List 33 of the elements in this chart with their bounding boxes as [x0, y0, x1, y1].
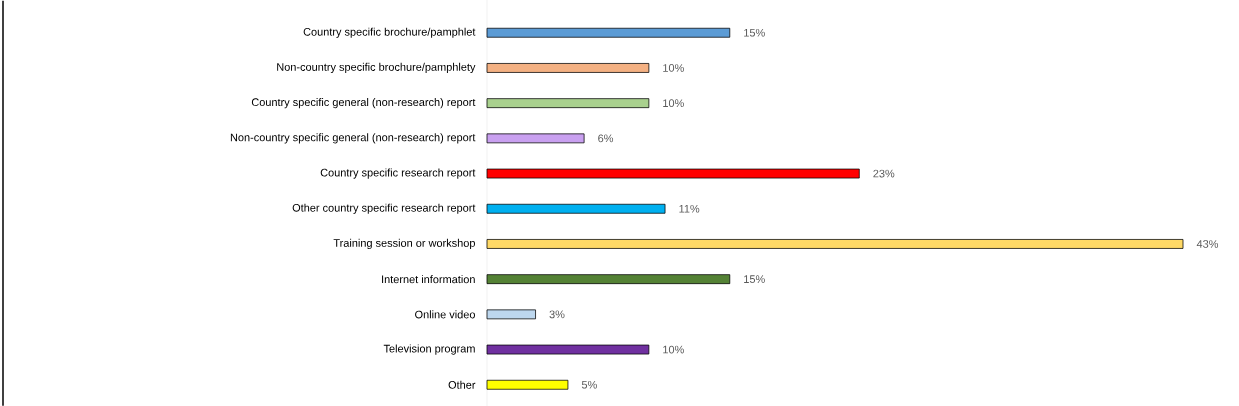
bar	[486, 27, 731, 38]
data-label: 10%	[663, 345, 684, 354]
y-tick-label: Other	[448, 380, 476, 389]
y-tick-label: Television program	[383, 344, 475, 355]
data-label: 5%	[581, 380, 597, 389]
data-label: 11%	[679, 204, 700, 213]
data-label: 15%	[744, 28, 765, 37]
bar	[486, 274, 731, 284]
y-tick-label: Other country specific research report	[292, 203, 476, 214]
bar	[486, 379, 569, 390]
bar	[486, 238, 1184, 249]
y-tick-label: Training session or workshop	[333, 238, 475, 249]
bar	[486, 309, 536, 319]
bar	[486, 62, 650, 73]
data-label: 15%	[744, 275, 765, 283]
y-tick-label: Non-country specific brochure/pamphlety	[277, 62, 476, 73]
data-label: 6%	[598, 134, 614, 142]
data-label: 10%	[663, 63, 684, 72]
bar	[486, 344, 650, 355]
y-tick-label: Country specific brochure/pamphlet	[303, 27, 476, 38]
data-label: 10%	[663, 99, 684, 107]
bar	[486, 168, 860, 179]
y-tick-label: Online video	[415, 310, 475, 319]
data-label: 43%	[1196, 239, 1219, 248]
data-label: 23%	[873, 169, 895, 178]
y-tick-label: Country specific research report	[320, 168, 476, 179]
y-tick-label: Internet information	[382, 274, 475, 283]
bar	[486, 203, 666, 214]
bar	[486, 98, 650, 108]
y-tick-label: Country specific general (non-research) report	[251, 97, 476, 108]
bar	[486, 133, 585, 143]
y-tick-label: Non-country specific general (non-research) report	[230, 132, 476, 144]
data-label: 3%	[549, 310, 565, 318]
